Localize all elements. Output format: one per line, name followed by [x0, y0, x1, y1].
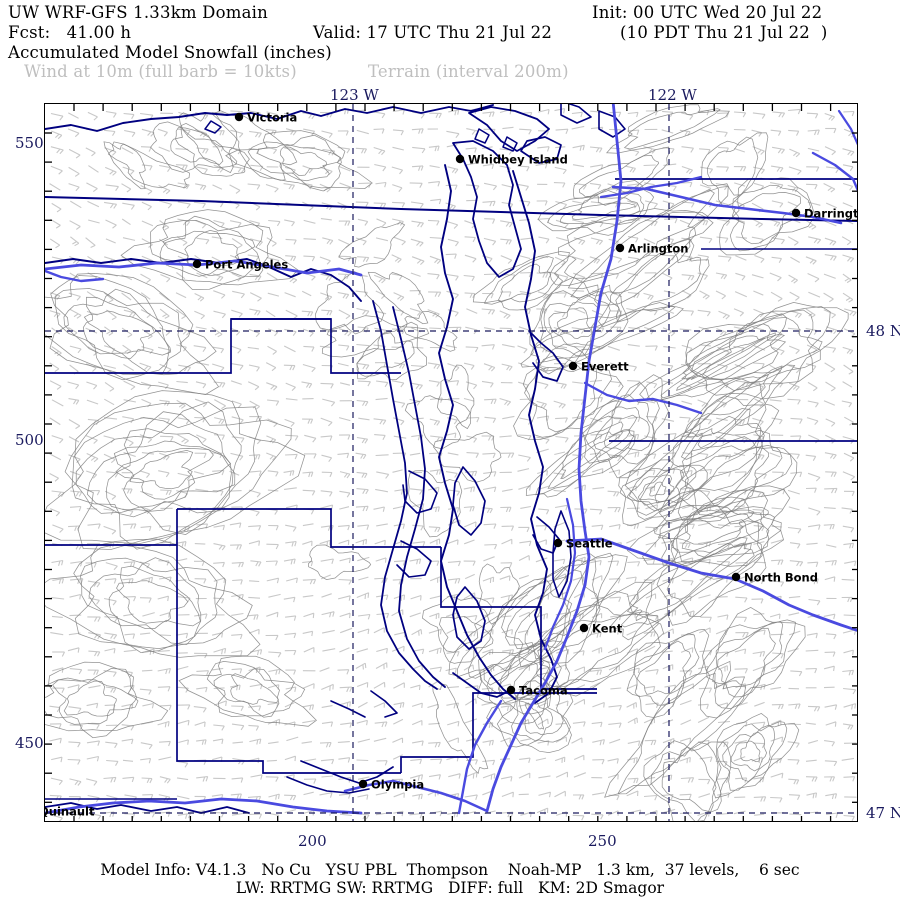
init-time-label: Init: 00 UTC Wed 20 Jul 22: [592, 3, 823, 22]
y-tick-550: 550: [15, 134, 44, 152]
model-domain-title: UW WRF-GFS 1.33km Domain: [8, 3, 268, 22]
city-label: Quinault: [45, 805, 95, 819]
city-marker: Arlington: [615, 242, 688, 256]
y-tick-500: 500: [15, 431, 44, 449]
city-marker: Whidbey Island: [455, 153, 568, 167]
city-marker: Quinault: [45, 805, 95, 819]
city-marker: Seattle: [553, 537, 613, 551]
axis-tick-layer: [45, 104, 857, 821]
city-marker: Victoria: [234, 111, 297, 125]
city-label: Darrington: [804, 207, 857, 221]
city-dot: [506, 685, 516, 695]
city-label: Seattle: [566, 537, 613, 551]
city-dot: [615, 243, 625, 253]
city-label: Olympia: [371, 778, 424, 792]
city-marker: Everett: [568, 360, 629, 374]
city-label: Whidbey Island: [468, 153, 568, 167]
city-marker: North Bond: [731, 571, 818, 585]
city-dot: [358, 779, 368, 789]
lon-label-122w: 122 W: [648, 86, 697, 104]
city-marker: Tacoma: [506, 684, 568, 698]
city-label: Kent: [592, 622, 623, 636]
lat-label-47n: 47 N: [866, 804, 900, 822]
city-dot: [234, 112, 244, 122]
forecast-hour-label: Fcst: 41.00 h: [8, 23, 132, 42]
header-block: UW WRF-GFS 1.33km Domain Init: 00 UTC We…: [0, 0, 900, 92]
map-canvas: Victoria Whidbey Island Darrington Port Ang…: [45, 104, 857, 821]
city-dot: [553, 538, 563, 548]
city-label: Arlington: [628, 242, 688, 256]
city-label: Tacoma: [519, 684, 568, 698]
city-label: Port Angeles: [205, 258, 288, 272]
city-dot: [455, 154, 465, 164]
city-dot: [568, 361, 578, 371]
x-tick-250: 250: [588, 832, 617, 850]
city-label: Victoria: [247, 111, 297, 125]
county-boundary-layer: [45, 178, 857, 800]
wind-barb-layer: [49, 108, 857, 821]
local-time-label: (10 PDT Thu 21 Jul 22 ): [620, 23, 828, 42]
model-info-line-1: Model Info: V4.1.3 No Cu YSU PBL Thompso…: [100, 861, 800, 879]
city-label: North Bond: [744, 571, 818, 585]
terrain-contour-layer: [45, 104, 849, 821]
river-highway-layer: [45, 104, 857, 815]
valid-time-label: Valid: 17 UTC Thu 21 Jul 22: [313, 23, 553, 42]
city-dot: [791, 208, 801, 218]
lon-label-123w: 123 W: [330, 86, 379, 104]
field-name-label: Accumulated Model Snowfall (inches): [8, 43, 332, 62]
lat-label-48n: 48 N: [866, 322, 900, 340]
x-tick-200: 200: [298, 832, 327, 850]
city-marker-layer: Victoria Whidbey Island Darrington Port Ang…: [45, 111, 857, 819]
city-dot: [579, 623, 589, 633]
graticule-layer: [45, 104, 857, 821]
city-marker: Olympia: [358, 778, 424, 792]
city-dot: [192, 259, 202, 269]
city-marker: Kent: [579, 622, 623, 636]
y-tick-450: 450: [15, 734, 44, 752]
city-marker: Port Angeles: [192, 258, 288, 272]
model-info-line-2: LW: RRTMG SW: RRTMG DIFF: full KM: 2D Sm…: [235, 879, 665, 897]
city-dot: [731, 572, 741, 582]
map-plot-area[interactable]: Victoria Whidbey Island Darrington Port Ang…: [44, 103, 858, 822]
city-label: Everett: [581, 360, 629, 374]
terrain-overlay-label: Terrain (interval 200m): [368, 62, 569, 81]
wind-overlay-label: Wind at 10m (full barb = 10kts): [24, 62, 297, 81]
city-marker: Darrington: [791, 207, 857, 221]
